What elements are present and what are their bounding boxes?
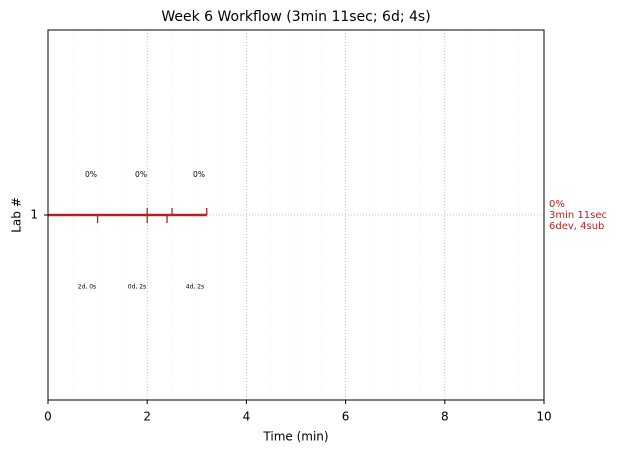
segment-top-label: 0% <box>135 170 147 179</box>
side-annotation: 6dev, 4sub <box>549 221 604 232</box>
x-tick-label: 4 <box>243 410 251 424</box>
x-tick-label: 6 <box>342 410 350 424</box>
segment-bottom-label: 2d, 0s <box>78 284 96 291</box>
y-tick-label: 1 <box>30 208 38 222</box>
segment-bottom-label: 0d, 2s <box>128 284 146 291</box>
side-annotation: 0% <box>549 199 565 210</box>
y-axis-label: Lab # <box>10 197 24 233</box>
side-annotation: 3min 11sec <box>549 210 607 221</box>
chart-title: Week 6 Workflow (3min 11sec; 6d; 4s) <box>161 9 430 25</box>
segment-top-label: 0% <box>85 170 97 179</box>
x-tick-label: 10 <box>536 410 551 424</box>
x-tick-label: 0 <box>44 410 52 424</box>
x-axis-label: Time (min) <box>262 430 328 444</box>
segment-top-label: 0% <box>193 170 205 179</box>
x-tick-label: 2 <box>143 410 151 424</box>
segment-bottom-label: 4d, 2s <box>186 284 204 291</box>
plot-frame <box>47 29 545 401</box>
x-tick-label: 8 <box>441 410 449 424</box>
